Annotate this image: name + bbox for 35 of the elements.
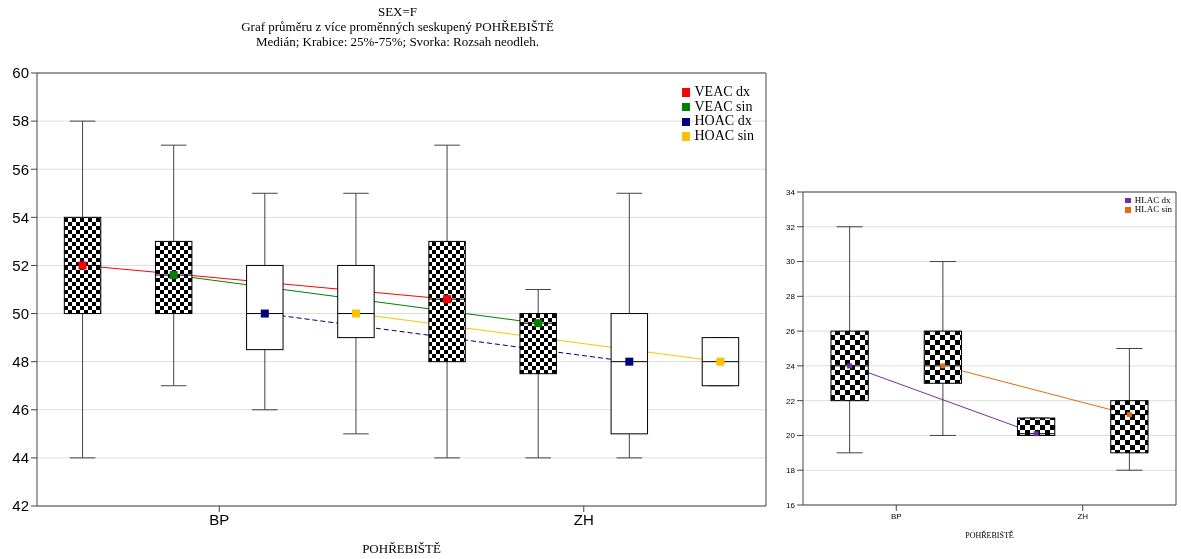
y-tick-label: 34 — [786, 187, 796, 197]
legend-label: HLAC dx — [1134, 195, 1171, 206]
y-tick-label: 56 — [12, 160, 29, 178]
legend-label: HOAC sin — [694, 128, 754, 144]
legend-label: HLAC sin — [1134, 204, 1172, 215]
chart-subtitle: Graf průměru z více proměnných seskupený POHŘEBIŠTĚ — [240, 19, 555, 34]
y-tick-label: 52 — [12, 256, 29, 274]
x-tick-label: ZH — [1077, 511, 1089, 521]
legend-label: HOAC dx — [694, 113, 752, 130]
x-axis-title: POHŘEBIŠTĚ — [964, 531, 1015, 540]
y-tick-label: 60 — [12, 64, 29, 82]
y-tick-label: 16 — [786, 500, 796, 510]
x-tick-label: BP — [890, 511, 902, 521]
y-tick-label: 26 — [786, 326, 796, 336]
text: Medián; Krabice: 25%-75%; Svorka: Rozsah neodleh. — [254, 34, 540, 49]
y-tick-label: 30 — [786, 257, 796, 267]
y-tick-label: 22 — [786, 396, 796, 406]
y-tick-label: 24 — [786, 361, 796, 371]
y-tick-label: 44 — [12, 449, 29, 467]
x-tick-label: ZH — [573, 510, 594, 528]
x-tick-label: BP — [209, 510, 230, 528]
y-tick-label: 32 — [786, 222, 796, 232]
y-tick-label: 58 — [12, 112, 29, 130]
y-tick-label: 20 — [786, 431, 796, 441]
legend-label: VEAC sin — [694, 98, 753, 115]
chart-title: SEX=F — [376, 4, 419, 19]
y-tick-label: 18 — [786, 466, 796, 476]
y-tick-label: 48 — [12, 352, 29, 370]
y-tick-label: 42 — [12, 497, 29, 515]
y-tick-label: 54 — [12, 208, 29, 226]
y-tick-label: 50 — [12, 304, 29, 322]
y-tick-label: 46 — [12, 401, 29, 419]
y-tick-label: 28 — [786, 292, 796, 302]
legend-label: VEAC dx — [694, 84, 751, 100]
x-axis-title: POHŘEBIŠTĚ — [361, 541, 442, 557]
